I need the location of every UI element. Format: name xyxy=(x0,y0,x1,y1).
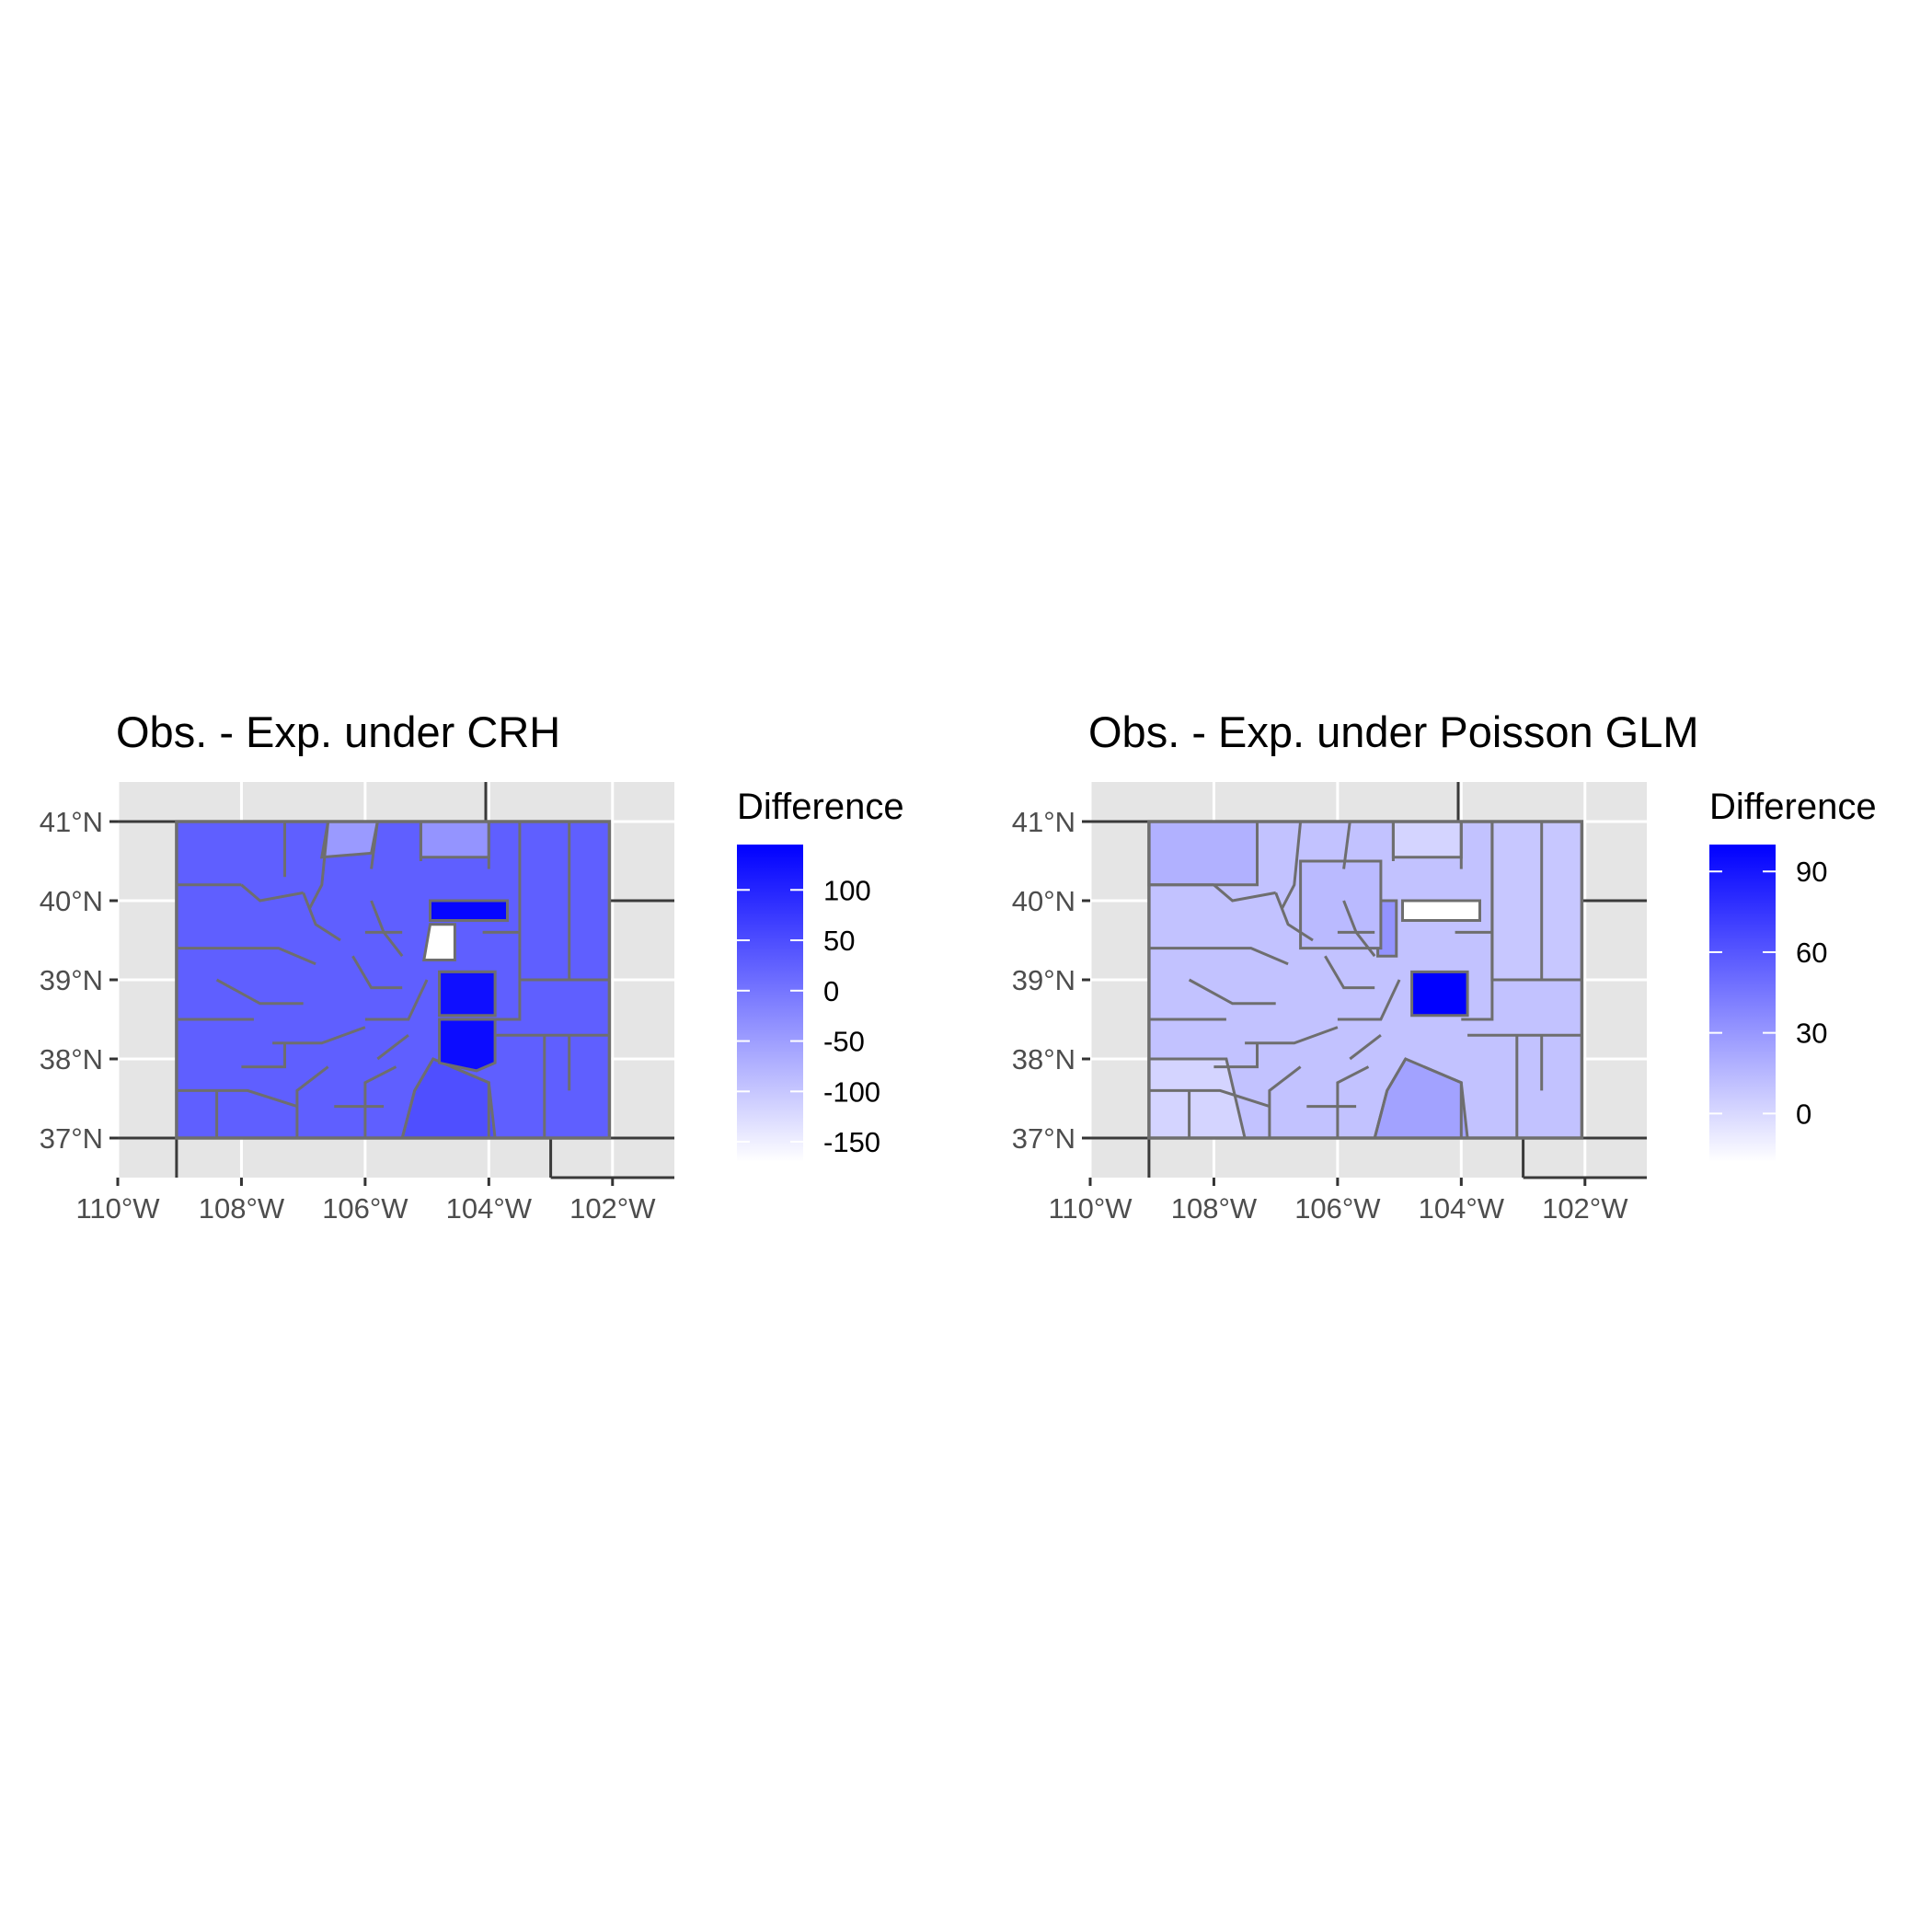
x-axis-tick-label: 106°W xyxy=(1294,1192,1381,1225)
county-border xyxy=(1245,1026,1339,1045)
county-border xyxy=(1213,1042,1259,1069)
legend-tick-label: 0 xyxy=(823,975,839,1007)
panel-title: Obs. - Exp. under CRH xyxy=(116,707,560,756)
county-region-pueblo xyxy=(438,1018,497,1073)
county-border xyxy=(215,978,304,1006)
county-border xyxy=(1213,883,1276,903)
county-border xyxy=(241,1042,286,1069)
county-border xyxy=(351,955,403,990)
county-border xyxy=(363,1065,397,1138)
county-region-arapahoe-blank xyxy=(422,923,456,961)
county-border xyxy=(240,883,304,903)
county-region-north-center-light xyxy=(419,820,490,859)
x-axis-tick-label: 110°W xyxy=(75,1192,160,1225)
legend-tick-label: -100 xyxy=(823,1075,880,1108)
county-border xyxy=(302,891,341,942)
legend-tick-label: -50 xyxy=(823,1026,865,1058)
x-axis-tick-label: 106°W xyxy=(322,1192,408,1225)
legend-tick-label: -150 xyxy=(823,1126,880,1158)
legend-colorbar xyxy=(737,845,803,1162)
county-region-front-range xyxy=(1299,859,1383,950)
county-border xyxy=(1148,1088,1271,1109)
county-border xyxy=(1274,891,1314,942)
county-border xyxy=(489,948,522,1021)
county-border xyxy=(1324,955,1375,990)
county-border xyxy=(176,947,316,966)
y-axis-tick-label: 40°N xyxy=(1012,885,1075,917)
colorado-state-outline xyxy=(1147,820,1584,1140)
county-border xyxy=(1336,1065,1370,1138)
county-region-east-band xyxy=(1490,820,1583,982)
county-border xyxy=(376,1034,409,1061)
y-axis-tick-label: 39°N xyxy=(40,964,103,996)
county-border xyxy=(1337,979,1401,1021)
y-axis-tick-label: 38°N xyxy=(40,1043,103,1075)
county-region-northwest xyxy=(1147,820,1259,887)
x-axis-tick-label: 110°W xyxy=(1048,1192,1133,1225)
county-region-north-top-light xyxy=(319,820,380,859)
county-border xyxy=(1281,821,1303,910)
panel-title: Obs. - Exp. under Poisson GLM xyxy=(1088,707,1699,756)
county-region-adams-blank xyxy=(1401,899,1481,922)
x-axis-tick-label: 108°W xyxy=(199,1192,285,1225)
county-region-el-paso xyxy=(1410,970,1469,1018)
x-axis-tick-label: 104°W xyxy=(1419,1192,1505,1225)
legend-tick-label: 60 xyxy=(1796,937,1827,969)
county-border xyxy=(1423,1065,1463,1138)
legend-title: Difference xyxy=(737,787,904,827)
y-axis-tick-label: 38°N xyxy=(1012,1043,1075,1075)
legend-tick-label: 100 xyxy=(823,874,871,906)
panel-poisson-glm: Obs. - Exp. under Poisson GLM 110°W 108°W 1… xyxy=(1012,707,1877,1225)
county-region-southwest-light xyxy=(1147,1057,1247,1140)
county-border xyxy=(370,821,379,869)
y-axis-tick-label: 41°N xyxy=(1012,806,1075,838)
y-axis-tick-label: 41°N xyxy=(40,806,103,838)
x-axis-tick-label: 104°W xyxy=(446,1192,533,1225)
county-region-denver-strip xyxy=(429,899,509,922)
county-border xyxy=(364,979,429,1021)
y-axis-tick-label: 39°N xyxy=(1012,964,1075,996)
x-axis-tick-label: 108°W xyxy=(1171,1192,1258,1225)
county-border xyxy=(1342,821,1351,869)
county-border xyxy=(1461,948,1494,1021)
legend-tick-label: 30 xyxy=(1796,1018,1827,1050)
county-border xyxy=(176,1088,298,1109)
panel-crh: Obs. - Exp. under CRH 110°W 108°W 106°W 104°… xyxy=(40,707,904,1225)
legend-tick-label: 90 xyxy=(1796,856,1827,888)
legend-tick-label: 50 xyxy=(823,925,855,957)
x-axis-tick-label: 102°W xyxy=(1542,1192,1628,1225)
county-region-north-center-light xyxy=(1391,820,1463,859)
county-border xyxy=(1349,1034,1382,1061)
legend-colorbar xyxy=(1709,845,1776,1162)
county-border xyxy=(295,1065,329,1138)
county-region-el-paso xyxy=(438,970,497,1018)
y-axis-tick-label: 40°N xyxy=(40,885,103,917)
x-axis-tick-label: 102°W xyxy=(569,1192,656,1225)
county-border xyxy=(308,821,330,910)
county-border xyxy=(272,1026,366,1045)
colorado-state-outline xyxy=(175,820,612,1140)
legend-tick-label: 0 xyxy=(1796,1098,1811,1130)
y-axis-tick-label: 37°N xyxy=(1012,1122,1075,1155)
county-border xyxy=(1268,1065,1302,1138)
county-border xyxy=(451,1065,490,1138)
county-border xyxy=(1148,947,1289,966)
county-border xyxy=(1188,978,1276,1006)
y-axis-tick-label: 37°N xyxy=(40,1122,103,1155)
county-border xyxy=(1373,1058,1408,1139)
legend-title: Difference xyxy=(1709,787,1877,827)
county-border xyxy=(400,1058,435,1139)
